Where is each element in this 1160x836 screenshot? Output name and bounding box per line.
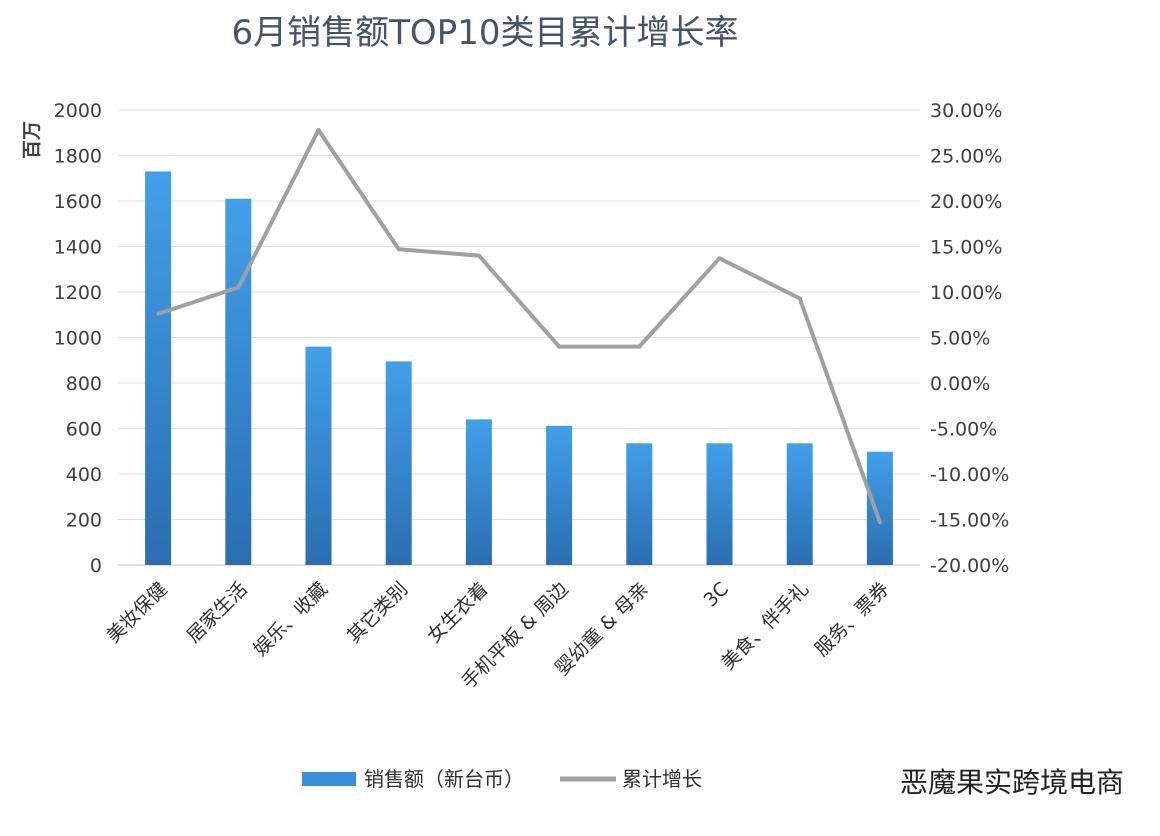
y2-tick-label: 25.00% (930, 146, 1002, 168)
bar (305, 346, 332, 565)
growth-point (396, 247, 401, 252)
bar (145, 171, 172, 566)
y-tick-label: 800 (66, 373, 102, 395)
category-label: 美妆保健 (102, 578, 171, 647)
watermark-text: 恶魔果实跨境电商 (900, 766, 1124, 799)
bar (546, 425, 573, 565)
y-axis-label: 百万 (21, 121, 43, 159)
growth-point (557, 344, 562, 349)
legend-bar-swatch (302, 772, 356, 786)
bar (626, 443, 653, 565)
y-tick-label: 200 (66, 510, 102, 532)
growth-point (316, 128, 321, 133)
y-tick-label: 400 (66, 464, 102, 486)
y-tick-label: 1000 (54, 328, 102, 350)
category-label: 服务、票券 (811, 578, 894, 661)
bar (385, 361, 412, 565)
y-tick-label: 1600 (54, 191, 102, 213)
growth-point (717, 256, 722, 261)
y2-tick-label: -15.00% (930, 510, 1009, 532)
growth-point (156, 311, 161, 316)
y2-tick-label: -5.00% (930, 419, 997, 441)
growth-point (637, 344, 642, 349)
category-label: 其它类别 (343, 578, 412, 647)
y2-tick-label: 20.00% (930, 191, 1002, 213)
growth-point (476, 253, 481, 258)
chart-title: 6月销售额TOP10类目累计增长率 (232, 13, 739, 53)
y2-tick-label: 15.00% (930, 237, 1002, 259)
y-tick-label: 2000 (54, 100, 102, 122)
category-label: 居家生活 (183, 578, 252, 647)
category-label: 女生衣着 (423, 578, 492, 647)
legend-bar-label: 销售额（新台币） (364, 767, 524, 791)
bar (225, 198, 252, 565)
category-label: 娱乐、收藏 (249, 578, 332, 661)
y2-tick-label: 10.00% (930, 282, 1002, 304)
growth-point (236, 285, 241, 290)
y2-tick-label: -20.00% (930, 555, 1009, 577)
y2-tick-label: 5.00% (930, 328, 990, 350)
y2-tick-label: 30.00% (930, 100, 1002, 122)
growth-point (877, 520, 882, 525)
legend: 销售额（新台币） 累计增长 (302, 767, 702, 791)
bar (866, 451, 893, 565)
y-tick-label: 1400 (54, 237, 102, 259)
bar (786, 443, 813, 565)
growth-line (157, 128, 882, 523)
legend-line-label: 累计增长 (622, 767, 702, 791)
y-tick-label: 600 (66, 419, 102, 441)
y-tick-label: 0 (90, 555, 102, 577)
y-tick-label: 1200 (54, 282, 102, 304)
y-tick-label: 1800 (54, 146, 102, 168)
y2-tick-label: -10.00% (930, 464, 1009, 486)
bar (465, 419, 492, 565)
y2-tick-label: 0.00% (930, 373, 990, 395)
bar (706, 443, 733, 565)
growth-point (797, 296, 802, 301)
category-label: 3C (700, 578, 733, 611)
